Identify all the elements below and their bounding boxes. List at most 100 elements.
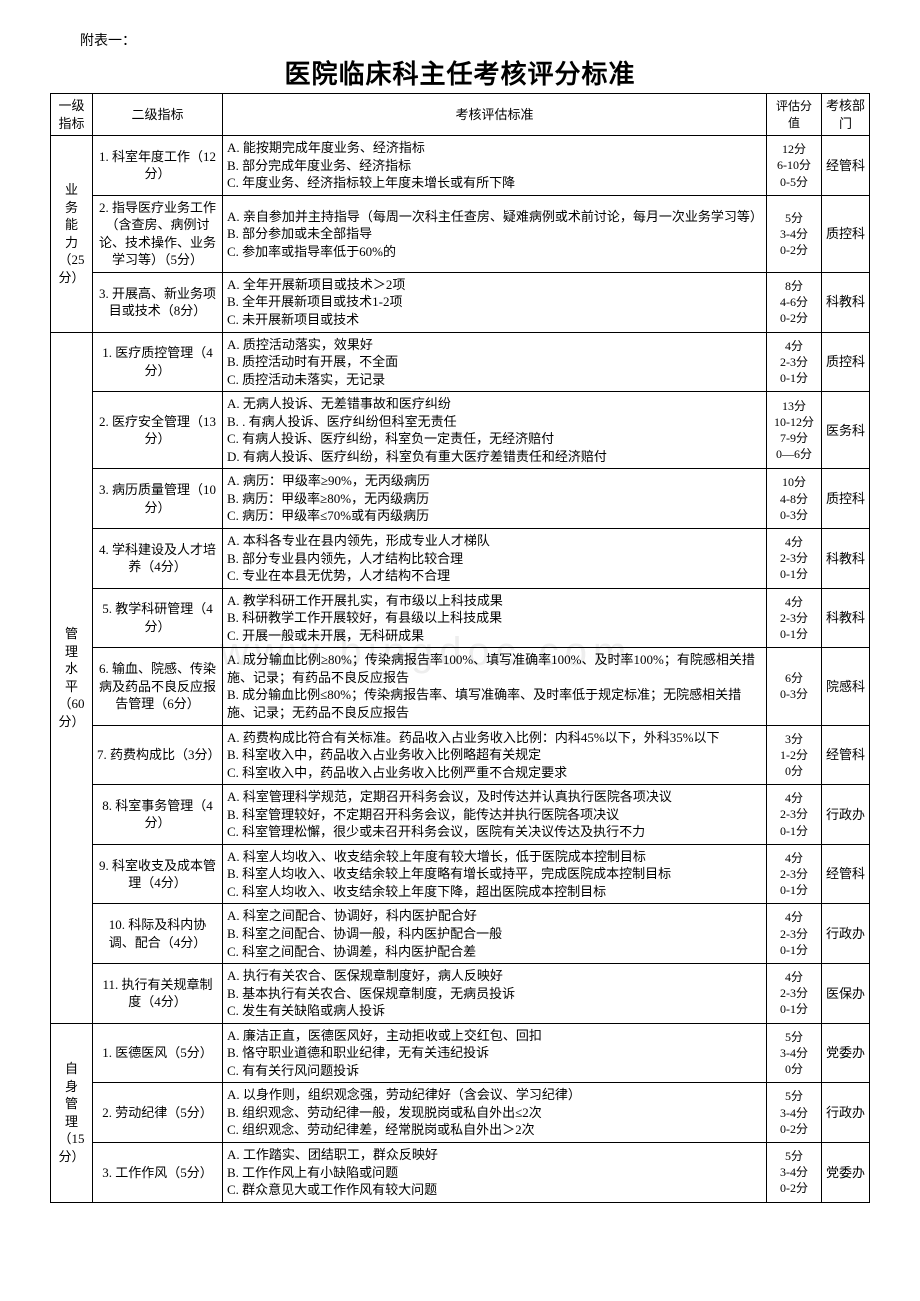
score-line: 2-3分 (771, 806, 817, 822)
criteria-line: B. 科室管理较好，不定期召开科务会议，能传达并执行医院各项决议 (227, 806, 762, 824)
level2-cell: 6. 输血、院感、传染病及药品不良反应报告管理（6分） (93, 648, 223, 725)
score-line: 4-8分 (771, 491, 817, 507)
criteria-line: C. 科室人均收入、收支结余较上年度下降，超出医院成本控制目标 (227, 883, 762, 901)
score-line: 4分 (771, 534, 817, 550)
score-line: 0-1分 (771, 882, 817, 898)
criteria-line: B. 部分参加或未全部指导 (227, 225, 762, 243)
score-line: 0-3分 (771, 686, 817, 702)
criteria-line: A. 病历：甲级率≥90%，无丙级病历 (227, 472, 762, 490)
criteria-line: B. 科室收入中，药品收入占业务收入比例略超有关规定 (227, 746, 762, 764)
criteria-cell: A. 病历：甲级率≥90%，无丙级病历B. 病历：甲级率≥80%，无丙级病历C.… (223, 469, 767, 529)
score-line: 2-3分 (771, 985, 817, 1001)
dept-cell: 党委办 (822, 1023, 870, 1083)
criteria-line: B. 质控活动时有开展，不全面 (227, 353, 762, 371)
level2-cell: 2. 医疗安全管理（13分） (93, 392, 223, 469)
score-line: 4分 (771, 790, 817, 806)
criteria-cell: A. 质控活动落实，效果好B. 质控活动时有开展，不全面C. 质控活动未落实，无… (223, 332, 767, 392)
criteria-line: C. 科室之间配合、协调差，科内医护配合差 (227, 943, 762, 961)
score-line: 2-3分 (771, 866, 817, 882)
score-line: 0-2分 (771, 242, 817, 258)
score-line: 0-3分 (771, 507, 817, 523)
criteria-cell: A. 执行有关农合、医保规章制度好，病人反映好B. 基本执行有关农合、医保规章制… (223, 964, 767, 1024)
criteria-cell: A. 本科各专业在县内领先，形成专业人才梯队B. 部分专业县内领先，人才结构比较… (223, 529, 767, 589)
criteria-line: A. 以身作则，组织观念强，劳动纪律好（含会议、学习纪律） (227, 1086, 762, 1104)
score-cell: 4分2-3分0-1分 (767, 588, 822, 648)
table-row: 业务能力（25分）1. 科室年度工作（12分）A. 能按期完成年度业务、经济指标… (51, 136, 870, 196)
score-line: 0-2分 (771, 310, 817, 326)
criteria-line: B. 全年开展新项目或技术1-2项 (227, 293, 762, 311)
dept-cell: 科教科 (822, 272, 870, 332)
criteria-line: A. 全年开展新项目或技术＞2项 (227, 276, 762, 294)
score-line: 4分 (771, 969, 817, 985)
score-line: 5分 (771, 1088, 817, 1104)
criteria-line: C. 有病人投诉、医疗纠纷，科室负一定责任，无经济赔付 (227, 430, 762, 448)
score-cell: 5分3-4分0-2分 (767, 1083, 822, 1143)
criteria-line: C. 开展一般或未开展，无科研成果 (227, 627, 762, 645)
dept-cell: 行政办 (822, 785, 870, 845)
criteria-cell: A. 药费构成比符合有关标准。药品收入占业务收入比例：内科45%以下，外科35%… (223, 725, 767, 785)
criteria-line: C. 未开展新项目或技术 (227, 311, 762, 329)
score-line: 4分 (771, 909, 817, 925)
score-line: 3-4分 (771, 1105, 817, 1121)
level1-cell: 业务能力（25分） (51, 136, 93, 332)
score-line: 2-3分 (771, 354, 817, 370)
criteria-line: B. 科室人均收入、收支结余较上年度略有增长或持平，完成医院成本控制目标 (227, 865, 762, 883)
table-row: 5. 教学科研管理（4分）A. 教学科研工作开展扎实，有市级以上科技成果B. 科… (51, 588, 870, 648)
score-line: 0-1分 (771, 626, 817, 642)
score-cell: 4分2-3分0-1分 (767, 332, 822, 392)
dept-cell: 院感科 (822, 648, 870, 725)
criteria-line: C. 组织观念、劳动纪律差，经常脱岗或私自外出＞2次 (227, 1121, 762, 1139)
criteria-cell: A. 工作踏实、团结职工，群众反映好B. 工作作风上有小缺陷或问题C. 群众意见… (223, 1142, 767, 1202)
criteria-line: A. 教学科研工作开展扎实，有市级以上科技成果 (227, 592, 762, 610)
score-line: 0分 (771, 763, 817, 779)
table-row: 2. 指导医疗业务工作（含查房、病例讨论、技术操作、业务学习等）（5分）A. 亲… (51, 195, 870, 272)
score-line: 0-1分 (771, 370, 817, 386)
criteria-line: B. 部分完成年度业务、经济指标 (227, 157, 762, 175)
score-line: 0-2分 (771, 1121, 817, 1137)
score-line: 5分 (771, 1029, 817, 1045)
score-line: 4分 (771, 338, 817, 354)
criteria-line: B. . 有病人投诉、医疗纠纷但科室无责任 (227, 413, 762, 431)
criteria-line: C. 群众意见大或工作作风有较大问题 (227, 1181, 762, 1199)
criteria-line: B. 科室之间配合、协调一般，科内医护配合一般 (227, 925, 762, 943)
score-line: 12分 (771, 141, 817, 157)
criteria-cell: A. 成分输血比例≥80%；传染病报告率100%、填写准确率100%、及时率10… (223, 648, 767, 725)
level1-cell: 管理水平（60分） (51, 332, 93, 1023)
table-row: 自身管理（15分）1. 医德医风（5分）A. 廉洁正直，医德医风好，主动拒收或上… (51, 1023, 870, 1083)
criteria-cell: A. 全年开展新项目或技术＞2项B. 全年开展新项目或技术1-2项C. 未开展新… (223, 272, 767, 332)
attachment-label: 附表一： (80, 30, 870, 50)
document-title: 医院临床科主任考核评分标准 (50, 54, 870, 91)
criteria-line: A. 本科各专业在县内领先，形成专业人才梯队 (227, 532, 762, 550)
score-line: 3-4分 (771, 1045, 817, 1061)
dept-cell: 科教科 (822, 588, 870, 648)
criteria-line: C. 发生有关缺陷或病人投诉 (227, 1002, 762, 1020)
score-line: 7-9分 (771, 430, 817, 446)
criteria-cell: A. 亲自参加并主持指导（每周一次科主任查房、疑难病例或术前讨论，每月一次业务学… (223, 195, 767, 272)
score-line: 3-4分 (771, 226, 817, 242)
criteria-cell: A. 无病人投诉、无差错事故和医疗纠纷B. . 有病人投诉、医疗纠纷但科室无责任… (223, 392, 767, 469)
level2-cell: 4. 学科建设及人才培养（4分） (93, 529, 223, 589)
dept-cell: 医保办 (822, 964, 870, 1024)
criteria-line: A. 科室之间配合、协调好，科内医护配合好 (227, 907, 762, 925)
criteria-line: A. 工作踏实、团结职工，群众反映好 (227, 1146, 762, 1164)
score-line: 2-3分 (771, 550, 817, 566)
table-row: 3. 病历质量管理（10分）A. 病历：甲级率≥90%，无丙级病历B. 病历：甲… (51, 469, 870, 529)
header-level2: 二级指标 (93, 94, 223, 136)
criteria-line: D. 有病人投诉、医疗纠纷，科室负有重大医疗差错责任和经济赔付 (227, 448, 762, 466)
score-line: 6分 (771, 670, 817, 686)
criteria-line: A. 质控活动落实，效果好 (227, 336, 762, 354)
score-line: 0-1分 (771, 566, 817, 582)
criteria-line: B. 成分输血比例≤80%；传染病报告率、填写准确率、及时率低于规定标准；无院感… (227, 686, 762, 721)
criteria-line: C. 参加率或指导率低于60%的 (227, 243, 762, 261)
score-line: 4分 (771, 594, 817, 610)
criteria-line: C. 科室收入中，药品收入占业务收入比例严重不合规定要求 (227, 764, 762, 782)
table-row: 10. 科际及科内协调、配合（4分）A. 科室之间配合、协调好，科内医护配合好B… (51, 904, 870, 964)
level2-cell: 3. 工作作风（5分） (93, 1142, 223, 1202)
level2-cell: 3. 开展高、新业务项目或技术（8分） (93, 272, 223, 332)
score-cell: 4分2-3分0-1分 (767, 904, 822, 964)
criteria-line: A. 成分输血比例≥80%；传染病报告率100%、填写准确率100%、及时率10… (227, 651, 762, 686)
criteria-line: C. 质控活动未落实，无记录 (227, 371, 762, 389)
dept-cell: 经管科 (822, 725, 870, 785)
level1-cell: 自身管理（15分） (51, 1023, 93, 1202)
table-row: 2. 医疗安全管理（13分）A. 无病人投诉、无差错事故和医疗纠纷B. . 有病… (51, 392, 870, 469)
